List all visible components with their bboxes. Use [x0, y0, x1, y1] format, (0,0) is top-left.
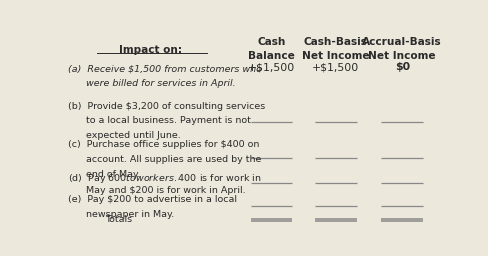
Text: end of May.: end of May. [68, 170, 140, 179]
Text: +$1,500: +$1,500 [247, 62, 294, 72]
Text: Accrual-Basis: Accrual-Basis [362, 37, 441, 47]
Text: (a)  Receive $1,500 from customers who: (a) Receive $1,500 from customers who [68, 64, 262, 73]
Text: $0: $0 [394, 62, 409, 72]
Text: Balance: Balance [247, 51, 294, 61]
Text: expected until June.: expected until June. [68, 131, 181, 140]
Text: to a local business. Payment is not: to a local business. Payment is not [68, 116, 250, 125]
Text: May and $200 is for work in April.: May and $200 is for work in April. [68, 186, 245, 195]
Text: newspaper in May.: newspaper in May. [68, 210, 174, 219]
Text: Cash: Cash [257, 37, 285, 47]
Text: (c)  Purchase office supplies for $400 on: (c) Purchase office supplies for $400 on [68, 140, 259, 149]
Text: account. All supplies are used by the: account. All supplies are used by the [68, 155, 261, 164]
Text: (b)  Provide $3,200 of consulting services: (b) Provide $3,200 of consulting service… [68, 102, 264, 111]
Text: Totals: Totals [104, 215, 132, 224]
Text: Net Income: Net Income [367, 51, 435, 61]
Text: Impact on:: Impact on: [119, 45, 182, 55]
Text: Net Income: Net Income [302, 51, 369, 61]
Text: (e)  Pay $200 to advertise in a local: (e) Pay $200 to advertise in a local [68, 195, 237, 204]
Text: +$1,500: +$1,500 [312, 62, 359, 72]
Text: Cash-Basis: Cash-Basis [304, 37, 367, 47]
Text: were billed for services in April.: were billed for services in April. [68, 79, 235, 88]
FancyBboxPatch shape [57, 29, 443, 230]
Text: (d)  Pay $600 to workers. $400 is for work in: (d) Pay $600 to workers. $400 is for wor… [68, 172, 261, 185]
